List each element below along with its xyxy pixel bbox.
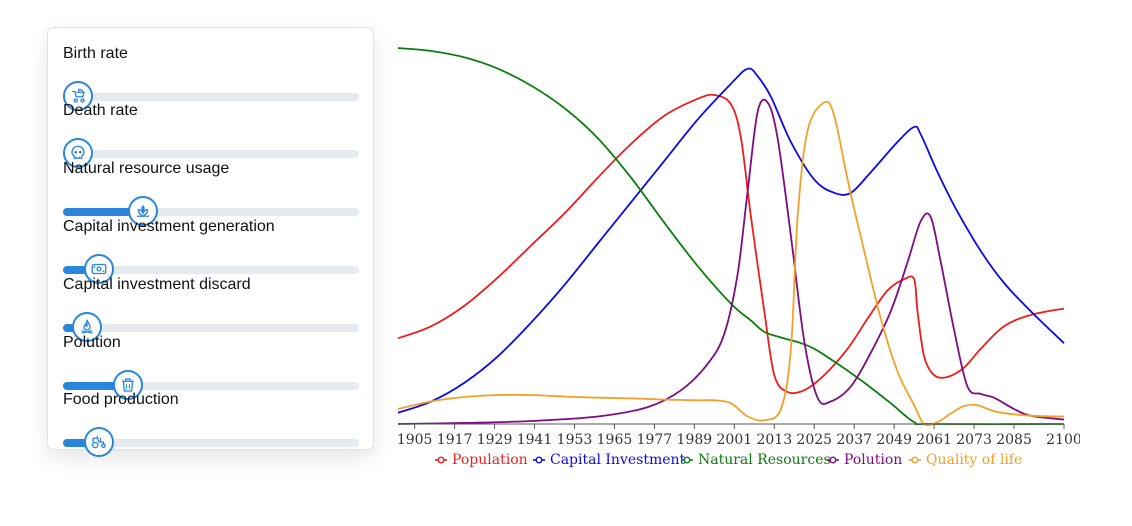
legend-swatch-marker	[683, 456, 691, 464]
slider-label: Food production	[63, 391, 179, 408]
tractor-icon	[91, 436, 106, 449]
slider-thumb[interactable]	[62, 138, 93, 168]
slider-fill	[63, 439, 99, 447]
slider-thumb[interactable]	[71, 312, 102, 342]
slider-label: Capital investment discard	[63, 276, 251, 293]
x-tick-label: 2085	[996, 432, 1032, 448]
slider-fill	[63, 382, 129, 390]
x-tick-label: 2001	[717, 432, 753, 448]
slider-label: Natural resource usage	[63, 160, 230, 177]
x-tick-label: 1917	[437, 432, 473, 448]
x-tick-label: 2073	[956, 432, 992, 448]
banknote-icon	[91, 263, 106, 275]
x-tick-label: 1941	[517, 432, 553, 448]
legend-item-capital-investment: Capital Investment	[533, 452, 686, 468]
slider-label: Birth rate	[63, 45, 128, 62]
legend-item-quality-of-life: Quality of life	[909, 452, 1022, 468]
legend-item-polution: Polution	[827, 452, 902, 468]
legend-item-natural-resources: Natural Resources	[681, 452, 831, 468]
slider-track[interactable]	[63, 208, 359, 216]
world-model-chart: 1905 1917 1929 1941 1953 1965 1977 1989 2001 2013…	[397, 47, 1080, 468]
series-line-quality-of-life	[397, 100, 1065, 427]
slider-label: Death rate	[63, 102, 138, 119]
x-tick-label: 2013	[756, 432, 792, 448]
slider-food-production[interactable]: Food production	[63, 391, 359, 457]
x-tick-label: 1989	[677, 432, 713, 448]
controls-panel: Birth rate Death rate Natural resource usa…	[47, 27, 374, 457]
slider-capital-investment-discard[interactable]: Capital investment discard	[63, 276, 359, 342]
legend-swatch-marker	[535, 456, 543, 464]
slider-thumb[interactable]	[62, 81, 93, 111]
slider-track[interactable]	[63, 266, 359, 274]
x-tick-label: 1929	[477, 432, 513, 448]
legend-label: Natural Resources	[698, 452, 831, 468]
x-tick-label: 2037	[836, 432, 872, 448]
slider-track[interactable]	[63, 150, 359, 158]
slider-birth-rate[interactable]: Birth rate	[62, 45, 359, 111]
legend-swatch-marker	[829, 456, 837, 464]
leaf-icon	[136, 205, 149, 218]
trash-icon	[122, 378, 135, 392]
slider-death-rate[interactable]: Death rate	[62, 102, 359, 168]
x-tick-label: 1977	[637, 432, 673, 448]
x-tick-label: 1965	[597, 432, 633, 448]
series-line-population	[397, 93, 1065, 395]
skull-icon	[71, 145, 85, 159]
slider-fill	[63, 208, 143, 216]
slider-track[interactable]	[63, 324, 359, 332]
slider-track[interactable]	[63, 439, 359, 447]
legend-label: Population	[452, 452, 528, 468]
slider-thumb[interactable]	[113, 370, 144, 400]
slider-track[interactable]	[63, 93, 359, 101]
slider-natural-resource-usage[interactable]: Natural resource usage	[63, 160, 359, 226]
legend-label: Capital Investment	[550, 452, 686, 468]
legend-label: Polution	[844, 452, 902, 468]
x-tick-label: 2061	[916, 432, 952, 448]
slider-capital-investment-generation[interactable]: Capital investment generation	[63, 218, 359, 284]
slider-thumb[interactable]	[83, 254, 114, 284]
x-tick-label: 1953	[557, 432, 593, 448]
legend-swatch-marker	[437, 456, 445, 464]
x-tick-label: 1905	[397, 432, 433, 448]
flame-icon	[81, 319, 93, 334]
slider-thumb[interactable]	[83, 427, 114, 457]
stroller-icon	[71, 88, 85, 103]
series-line-natural-resources	[397, 47, 1065, 426]
legend-swatch-marker	[911, 456, 919, 464]
legend-item-population: Population	[435, 452, 528, 468]
slider-track[interactable]	[63, 382, 359, 390]
series-line-capital-investment	[397, 67, 1065, 414]
legend-label: Quality of life	[926, 452, 1022, 468]
slider-thumb[interactable]	[127, 196, 158, 226]
slider-polution[interactable]: Polution	[63, 334, 359, 400]
slider-label: Polution	[63, 334, 121, 351]
series-line-polution	[397, 98, 1065, 425]
x-tick-label: 2049	[876, 432, 912, 448]
x-tick-label: 2025	[796, 432, 832, 448]
slider-label: Capital investment generation	[63, 218, 275, 235]
x-tick-label: 2100	[1046, 432, 1080, 448]
slider-fill	[63, 266, 99, 274]
